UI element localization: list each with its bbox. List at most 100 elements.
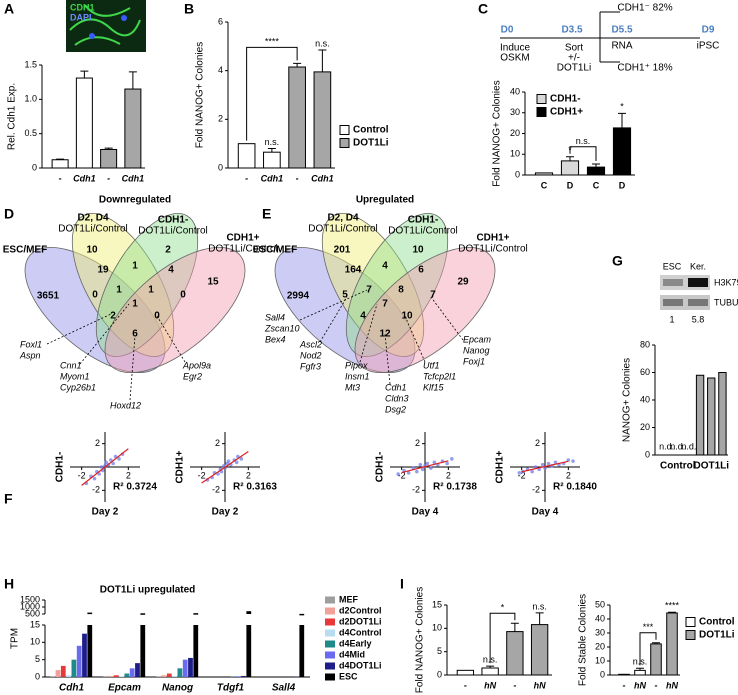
gene-label: Cnn1 [60,360,82,370]
region-count: 1 [148,285,154,296]
venn-set [24,246,166,374]
step: iPSC [697,41,720,52]
y-axis-label: Fold Stable Colonies [578,594,589,686]
bar [707,377,716,456]
y-axis-label: Fold NANOG+ Colonies [492,80,503,186]
x-tick-label: hN [634,680,646,690]
bar [695,374,705,456]
error-bar [293,62,302,68]
x-axis-label: Day 4 [412,507,439,518]
gene-label: Apol9a [182,360,211,370]
y-tick-label: 2 [218,114,223,124]
legend-label: d2DOT1Li [339,616,382,626]
x-tick-label: 2 [246,470,251,480]
annotation: n.s. [315,38,330,48]
leader-line [299,289,368,321]
band [688,299,708,306]
leader-line [404,315,426,363]
point [111,461,115,466]
day: D9 [702,25,715,36]
legend-swatch [325,629,335,637]
error-bar [318,49,327,72]
y-tick-label: 5 [35,654,40,664]
y-tick-label: 80 [640,339,650,349]
point [517,471,522,475]
y-axis-label: CDH1- [55,452,66,483]
bar [534,172,554,176]
y-tick-label: 6 [218,16,223,26]
bar [586,166,606,176]
panel-label: A [4,1,14,17]
region-count: 8 [398,285,404,296]
point [234,460,239,465]
point [99,465,104,469]
set-label: DOT1Li/Control [308,224,377,235]
point [429,466,433,470]
y-tick-label: 0 [600,669,605,679]
bar [618,673,630,676]
micrograph-nucleus [121,15,127,21]
x-tick-label: Sall4 [272,683,296,694]
x-tick-label: Nanog [162,683,193,694]
bracket [639,632,657,666]
bar [119,676,124,677]
y-tick-label: 2 [215,438,220,448]
error-bar [486,665,495,668]
legend-swatch [339,125,350,135]
x-tick-label: - [107,173,110,183]
error-bar [510,622,519,632]
legend-label: d4Mid [339,649,365,659]
panel-label: I [400,576,404,592]
fit-line [401,460,449,474]
x-tick-label: -2 [198,470,206,480]
bar [506,631,524,676]
y-tick-label: 30 [595,627,605,637]
y-tick-label: 10 [510,149,520,159]
gene-label: Mt3 [345,382,360,392]
gene-label: Klf15 [423,382,445,392]
annotation: R² 0.1840 [553,482,597,493]
x-tick-label: hN [666,680,678,690]
gene-label: Myom1 [60,371,90,381]
day: D5.5 [611,25,633,36]
region-count: 164 [345,265,362,276]
region-count: 2 [165,245,171,256]
region-count: 15 [207,277,219,288]
error-bar [104,147,113,150]
x-tick-label: Epcam [108,683,141,694]
legend-swatch [325,596,335,604]
chart-title: DOT1Li upregulated [100,585,196,596]
panel-label: B [184,1,194,17]
y-axis-label: Fold NANOG+ Colonies [415,587,426,693]
y-tick-label: 0 [218,162,223,172]
legend-label: d4Early [339,638,372,648]
timeline: D0 D3.5 D5.5 D9 Induce OSKM Sort +/- DOT… [500,3,719,74]
band-label: TUBULIN [714,297,738,307]
y-axis-label: CDH1+ [495,450,506,483]
legend-label: CDH1- [550,94,581,105]
inset-label: CDH1 [70,2,95,12]
group-label: Control [660,461,696,472]
bar [71,659,77,677]
x-tick-label: - [59,173,62,183]
point [104,460,108,465]
error-bar [668,611,676,613]
error-bar [636,667,644,671]
error-bar [267,148,276,153]
bar [108,675,114,677]
annotation: **** [265,37,280,47]
value-label: n.d. [670,441,685,451]
y-axis-label: Fold NANOG+ Colonies [195,42,206,148]
branch: CDH1⁻ 82% [617,3,672,14]
band [663,279,683,286]
y-tick-label: 2 [535,438,540,448]
bar [60,665,66,677]
venn-title: Upregulated [356,195,414,206]
x-tick-label: - [623,680,626,690]
lane-label: ESC [663,261,682,271]
step: Sort [565,43,584,54]
value-label: n.d. [681,441,696,451]
y-tick-label: 0 [35,671,40,681]
band [663,299,683,306]
